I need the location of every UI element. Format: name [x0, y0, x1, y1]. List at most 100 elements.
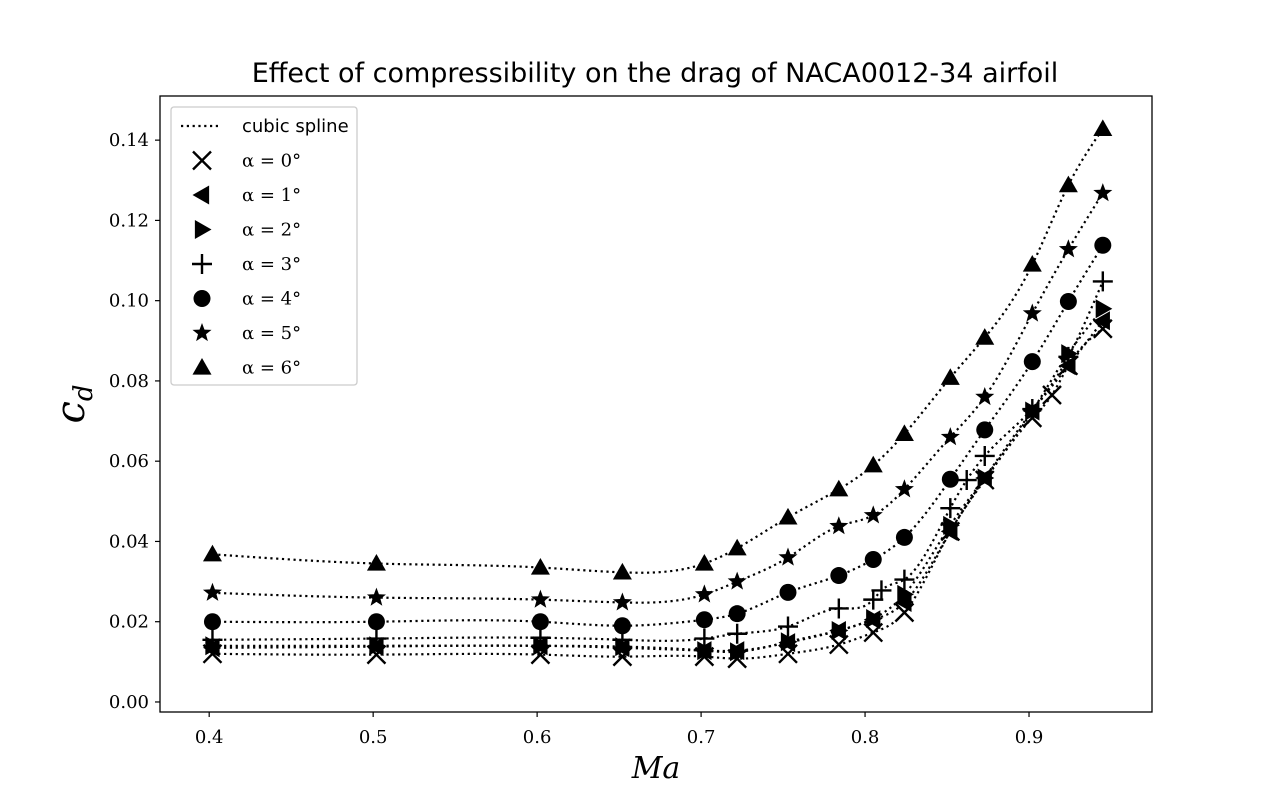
series-6-point: [975, 328, 995, 345]
y-tick-label: 0.14: [109, 130, 149, 151]
series-4-spline: [212, 244, 1104, 627]
legend-marker-1: [192, 185, 210, 205]
series-3-point: [1022, 399, 1043, 420]
series-5-point: [1022, 303, 1042, 322]
series-3-point: [863, 589, 884, 610]
y-tick-label: 0.00: [109, 692, 149, 713]
y-tick-label: 0.08: [109, 371, 149, 392]
series-5-point: [894, 479, 914, 498]
series-0-point: [1042, 385, 1062, 405]
legend-marker-3: [192, 254, 212, 274]
series-3-point: [1092, 271, 1113, 292]
series-6-point: [1093, 119, 1113, 137]
legend-label-3: α = 3°: [242, 254, 301, 275]
series-5: [202, 183, 1113, 611]
legend-marker-0: [192, 150, 212, 171]
legend-marker-2: [194, 220, 212, 239]
series-6-spline: [212, 128, 1104, 574]
series-2-point: [831, 621, 849, 641]
x-tick-label: 0.5: [359, 727, 388, 748]
y-tick-label: 0.06: [109, 451, 149, 472]
series-3-point: [828, 598, 849, 619]
y-axis-label-main: c: [48, 401, 94, 423]
series-3-point: [694, 628, 715, 649]
series-4-point: [1023, 353, 1041, 371]
legend: cubic spline α = 0° α = 1° α = 2° α = 3° α = …: [170, 106, 358, 386]
series-4-point: [976, 421, 994, 439]
series-5-point: [694, 584, 714, 603]
x-tick-label: 0.9: [1015, 727, 1044, 748]
series-4-point: [941, 470, 959, 488]
legend-label-1: α = 1°: [242, 185, 301, 206]
x-tick-label: 0.4: [195, 727, 224, 748]
series-2-point: [897, 584, 914, 604]
series-5-point: [1058, 239, 1078, 258]
series-3-point: [940, 498, 961, 519]
legend-label-6: α = 6°: [242, 358, 301, 379]
legend-marker-5: [192, 323, 212, 342]
series-3-point: [1058, 346, 1079, 367]
plot-area: [202, 119, 1113, 669]
series-4-point: [695, 611, 713, 629]
legend-label-2: α = 2°: [242, 220, 301, 241]
series-1-point: [1093, 311, 1110, 331]
legend-marker-4: [193, 290, 211, 307]
series-5-point: [530, 589, 550, 608]
series-5-point: [727, 571, 747, 590]
legend-label-4: α = 4°: [242, 289, 301, 310]
series-0-spline: [212, 327, 1104, 660]
y-tick-label: 0.02: [109, 612, 149, 633]
series-2-point: [780, 632, 798, 652]
series-2-point: [1095, 299, 1113, 319]
y-tick-label: 0.10: [109, 291, 149, 312]
series-5-point: [612, 592, 632, 611]
series-6-point: [829, 479, 849, 497]
series-6-point: [366, 554, 386, 571]
y-axis-label: cd: [48, 384, 99, 423]
series-3-point: [871, 580, 892, 601]
legend-label-0: α = 0°: [242, 151, 301, 172]
series-4-point: [367, 613, 385, 631]
series-6-point: [1022, 255, 1042, 272]
x-tick-label: 0.7: [687, 727, 716, 748]
series-4-point: [728, 605, 746, 623]
series-4-point: [203, 613, 221, 631]
series-6: [202, 119, 1113, 580]
series-3-point: [974, 445, 995, 466]
legend-box: [170, 106, 358, 386]
series-4-point: [613, 617, 631, 635]
series-6-point: [694, 554, 714, 571]
series-5-point: [1093, 183, 1113, 202]
series-3-point: [366, 628, 387, 649]
series-4-point: [1059, 292, 1077, 310]
series-5-point: [202, 582, 222, 601]
series-5-point: [366, 587, 386, 606]
series-5-point: [975, 386, 995, 406]
y-tick-label: 0.04: [109, 531, 149, 552]
series-3-point: [530, 627, 551, 648]
series-4-point: [864, 551, 882, 569]
series-4-point: [1094, 236, 1112, 254]
series-3-point: [202, 629, 223, 650]
series-6-point: [530, 558, 550, 575]
series-5-point: [863, 505, 883, 524]
series-4-point: [895, 528, 913, 546]
axes-frame: [159, 95, 1153, 713]
series-5-point: [940, 427, 960, 446]
y-tick-label: 0.12: [109, 210, 149, 231]
series-6-point: [727, 538, 747, 556]
axis-ticks: 0.4 0.5 0.6 0.7 0.8 0.9 0.00 0.02 0.04 0.06 0.08 0.…: [109, 130, 1043, 748]
y-axis-label-subscript: d: [69, 384, 99, 401]
x-axis-label: Ma: [631, 751, 681, 786]
series-5-point: [778, 547, 798, 566]
series-6-point: [894, 424, 914, 442]
series-3-point: [727, 623, 748, 644]
series-6-point: [940, 368, 960, 385]
series-4-point: [531, 613, 549, 631]
series-6-point: [612, 562, 632, 580]
svg-text:cd: cd: [48, 384, 99, 423]
series-5-point: [829, 516, 849, 535]
x-tick-label: 0.6: [523, 727, 552, 748]
x-tick-label: 0.8: [851, 727, 880, 748]
